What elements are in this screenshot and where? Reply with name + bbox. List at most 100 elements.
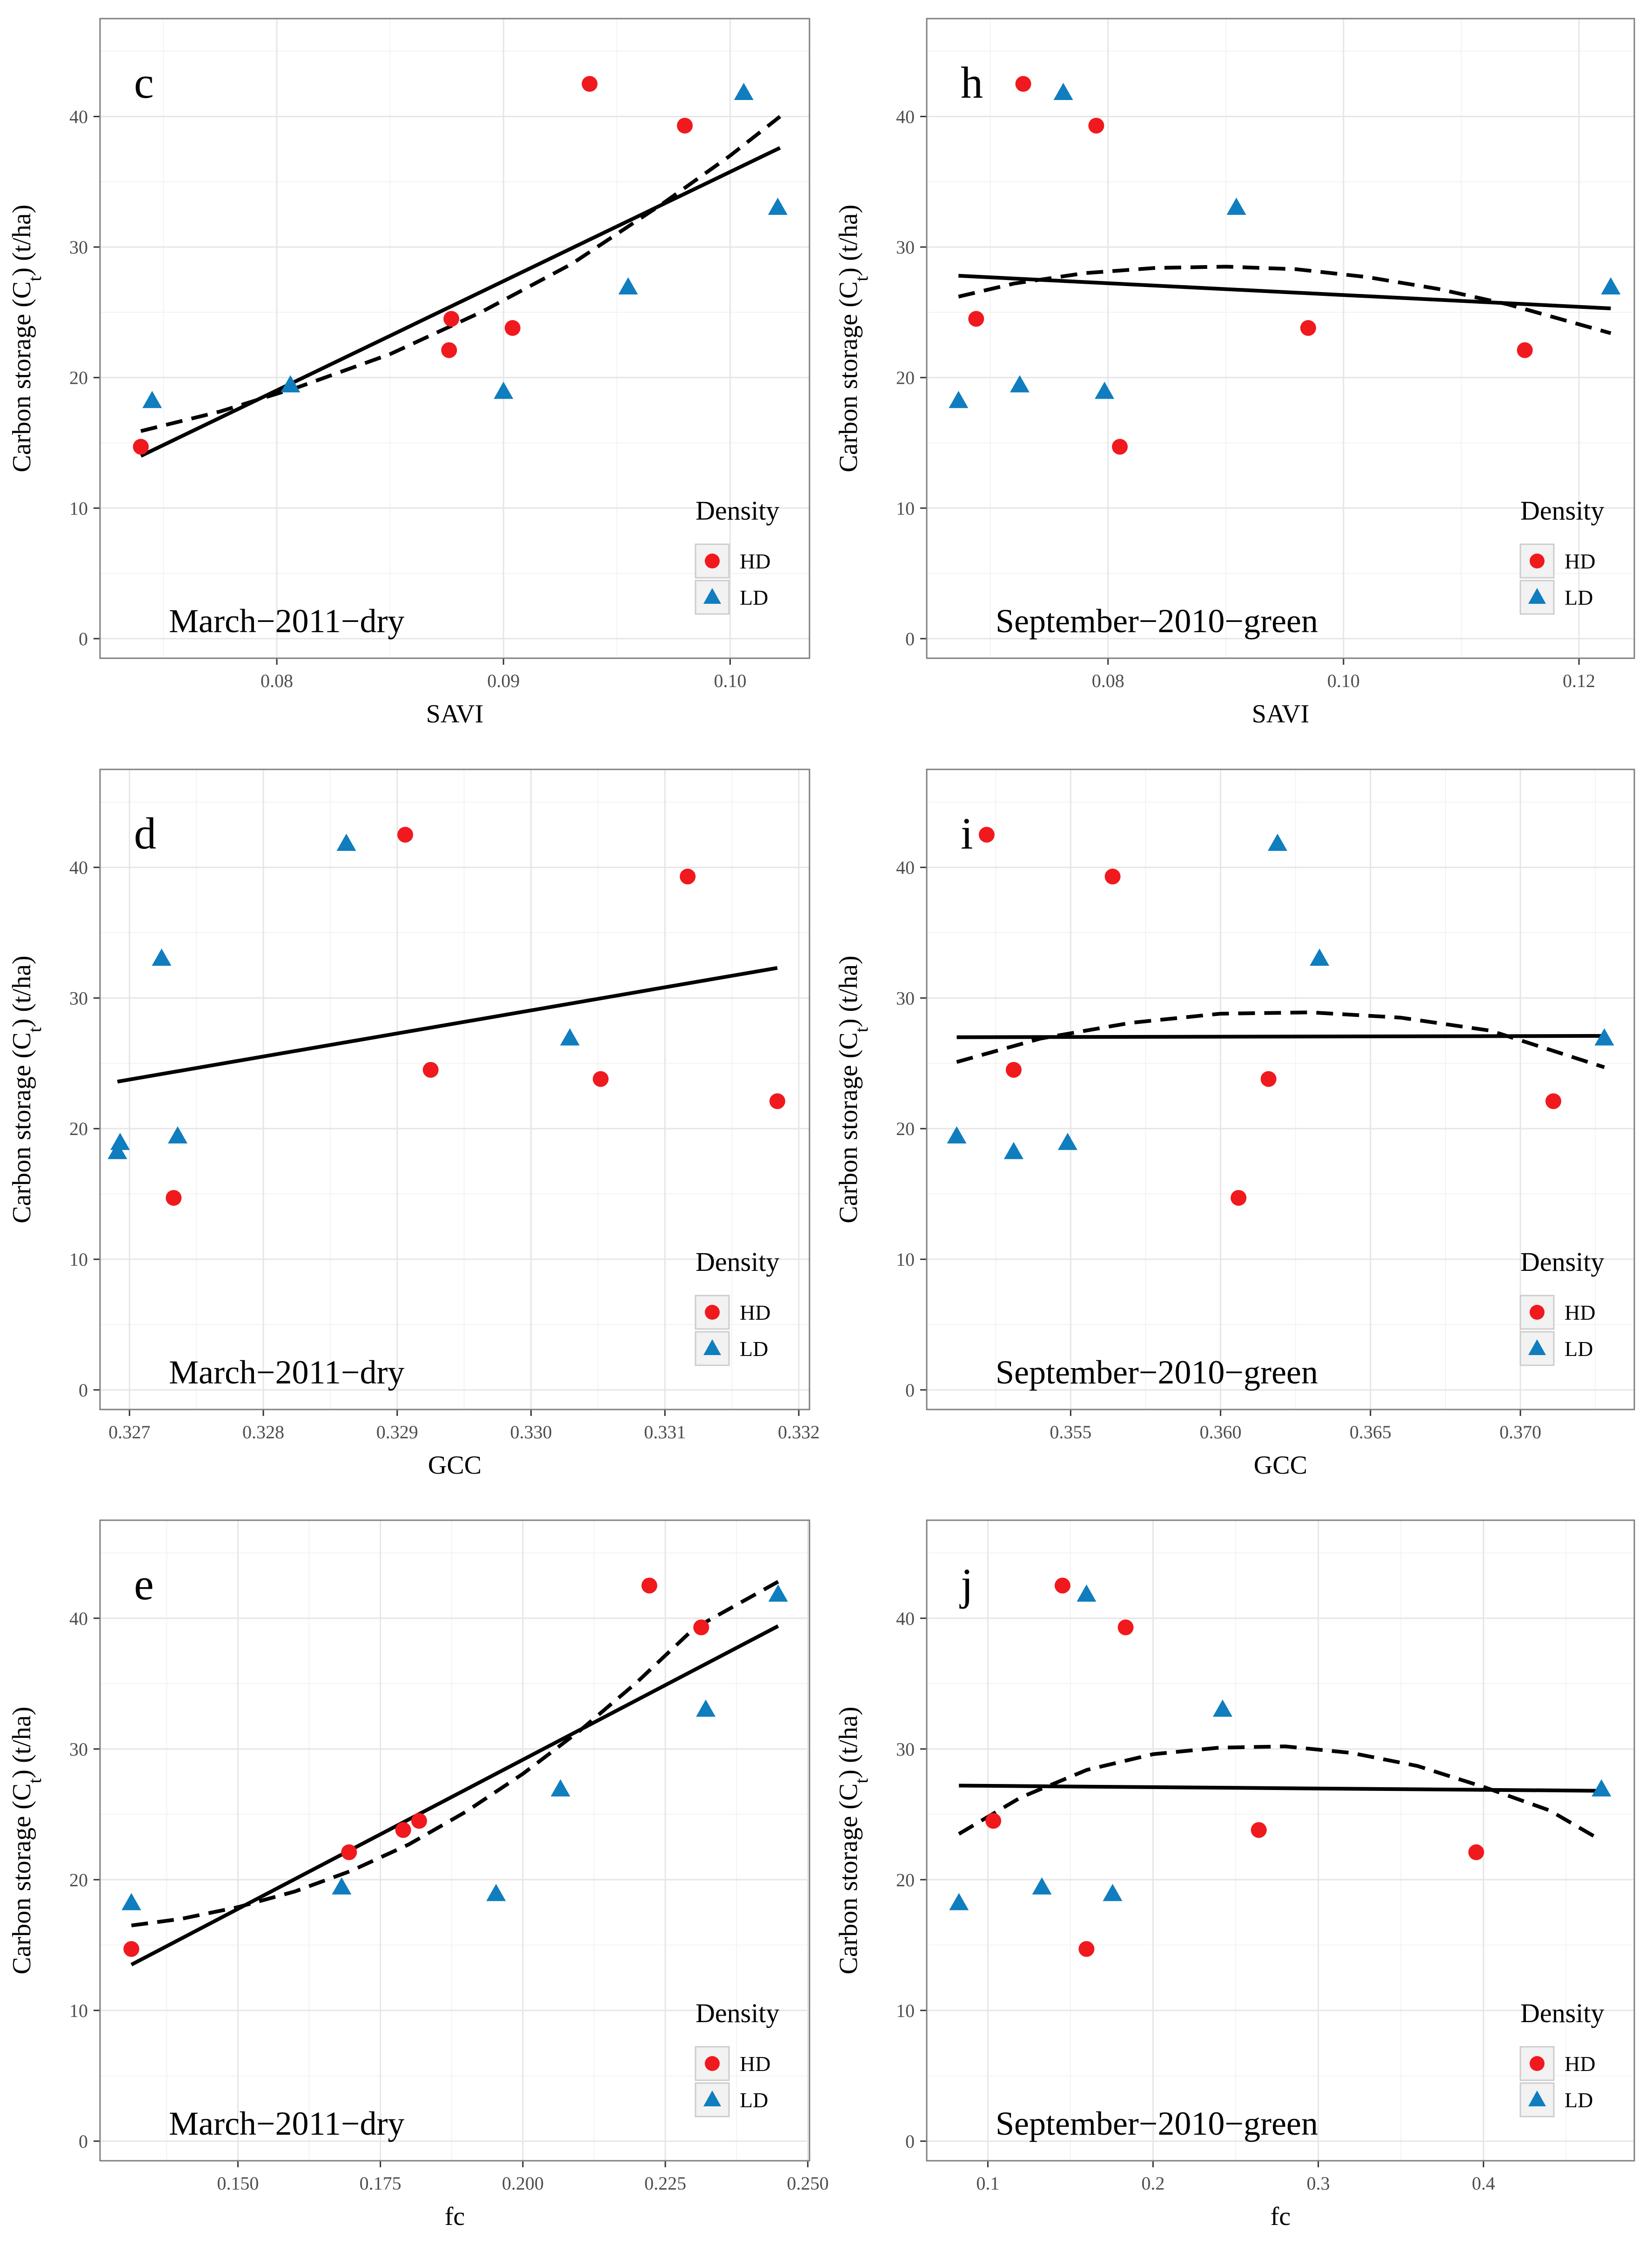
x-axis-title: SAVI xyxy=(426,700,483,728)
y-tick-label: 0 xyxy=(79,628,88,649)
point-hd xyxy=(441,342,457,358)
legend-label-ld: LD xyxy=(1565,1337,1593,1361)
point-hd xyxy=(1545,1093,1561,1109)
point-hd xyxy=(1005,1062,1022,1078)
linear-fit-line xyxy=(140,146,781,458)
point-hd xyxy=(582,76,598,92)
point-ld xyxy=(1032,1877,1052,1895)
point-hd xyxy=(1117,1619,1134,1636)
panel-letter: j xyxy=(959,1559,973,1609)
plot-frame xyxy=(926,768,1635,1410)
point-hd xyxy=(397,827,414,843)
x-axis-title: SAVI xyxy=(1252,700,1309,728)
plot-frame xyxy=(99,1519,810,2162)
plot-frame xyxy=(99,18,810,659)
legend: Density HD LD xyxy=(1519,1247,1604,1366)
point-ld xyxy=(1010,375,1030,393)
x-tick-label: 0.331 xyxy=(644,1422,686,1443)
y-tick-label: 20 xyxy=(69,367,88,388)
legend-label-ld: LD xyxy=(740,586,768,609)
legend-label-ld: LD xyxy=(1565,586,1593,609)
y-tick-label: 20 xyxy=(69,1118,88,1139)
point-ld xyxy=(1003,1142,1023,1159)
legend-marker-ld xyxy=(1528,588,1546,604)
point-ld xyxy=(550,1779,570,1797)
panel-annotation: September−2010−green xyxy=(996,1354,1318,1391)
legend-label-ld: LD xyxy=(1565,2088,1593,2112)
y-tick-label: 10 xyxy=(896,1249,915,1270)
point-hd xyxy=(1104,868,1121,885)
x-tick-label: 0.365 xyxy=(1350,1422,1391,1443)
point-hd xyxy=(769,1093,785,1109)
legend-title: Density xyxy=(1520,1998,1604,2028)
y-axis-title: Carbon storage (Ct) (t/ha) xyxy=(7,205,45,473)
y-tick-label: 30 xyxy=(69,988,88,1009)
y-tick-label: 40 xyxy=(69,1608,88,1629)
point-ld xyxy=(167,1126,187,1144)
panel-letter: h xyxy=(961,58,983,107)
legend: Density HD LD xyxy=(695,1247,779,1366)
y-axis-title: Carbon storage (Ct) (t/ha) xyxy=(7,1707,45,1975)
point-ld xyxy=(1095,381,1115,399)
point-ld xyxy=(336,834,356,851)
y-axis-title: Carbon storage (Ct) (t/ha) xyxy=(834,1707,872,1975)
x-tick-label: 0.355 xyxy=(1050,1422,1091,1443)
point-ld xyxy=(1103,1884,1123,1901)
y-tick-label: 10 xyxy=(896,498,915,519)
point-hd xyxy=(411,1813,427,1829)
panel-annotation: September−2010−green xyxy=(996,602,1318,640)
point-ld xyxy=(734,82,754,100)
legend-marker-ld xyxy=(1528,1339,1546,1355)
x-axis-title: fc xyxy=(1271,2202,1291,2231)
y-tick-label: 10 xyxy=(896,2000,915,2021)
point-hd xyxy=(1088,118,1104,134)
x-tick-label: 0.1 xyxy=(976,2173,999,2194)
point-hd xyxy=(1015,76,1031,92)
y-tick-label: 40 xyxy=(896,1608,915,1629)
point-hd xyxy=(641,1577,657,1594)
point-ld xyxy=(1310,948,1330,966)
panel-j: 0 10 20 30 40 0.1 0.2 0.3 0.4 j September−2010−gre… xyxy=(834,1519,1635,2231)
legend-label-hd: HD xyxy=(740,1301,770,1324)
point-hd xyxy=(395,1822,411,1838)
linear-fit-line xyxy=(959,1783,1602,1793)
point-hd xyxy=(1300,320,1316,336)
y-tick-label: 40 xyxy=(896,106,915,127)
x-tick-label: 0.08 xyxy=(1092,670,1124,691)
legend-title: Density xyxy=(696,1247,779,1277)
point-ld xyxy=(618,277,638,295)
x-tick-label: 0.330 xyxy=(510,1422,552,1443)
point-ld xyxy=(332,1877,352,1895)
point-ld xyxy=(949,391,969,408)
y-tick-label: 30 xyxy=(69,1739,88,1760)
quadratic-fit-line xyxy=(958,265,1612,335)
point-hd xyxy=(1054,1577,1070,1594)
point-ld xyxy=(1601,277,1621,295)
legend-key xyxy=(1519,2046,1555,2081)
legend-label-hd: HD xyxy=(1565,549,1595,573)
point-ld xyxy=(1594,1028,1614,1046)
point-ld xyxy=(110,1133,130,1150)
x-tick-label: 0.225 xyxy=(644,2173,686,2194)
legend-marker-ld xyxy=(703,1339,721,1355)
x-tick-label: 0.2 xyxy=(1142,2173,1165,2194)
x-tick-label: 0.10 xyxy=(1327,670,1360,691)
y-tick-label: 30 xyxy=(896,1739,915,1760)
point-hd xyxy=(593,1071,609,1087)
point-hd xyxy=(1112,439,1128,455)
x-axis-title: fc xyxy=(445,2202,465,2231)
y-tick-label: 10 xyxy=(69,2000,88,2021)
legend-label-hd: HD xyxy=(1565,2052,1595,2076)
x-tick-label: 0.200 xyxy=(502,2173,544,2194)
quadratic-fit-line xyxy=(956,1010,1605,1069)
point-ld xyxy=(1213,1699,1233,1717)
y-axis-title: Carbon storage (Ct) (t/ha) xyxy=(834,955,872,1223)
legend-marker-ld xyxy=(703,588,721,604)
legend: Density HD LD xyxy=(695,495,779,615)
legend-label-hd: HD xyxy=(740,2052,770,2076)
plot-background xyxy=(927,1520,1634,2161)
point-hd xyxy=(341,1844,357,1860)
legend-marker-hd xyxy=(1530,1305,1545,1320)
point-hd xyxy=(1517,342,1533,358)
point-hd xyxy=(166,1190,182,1206)
